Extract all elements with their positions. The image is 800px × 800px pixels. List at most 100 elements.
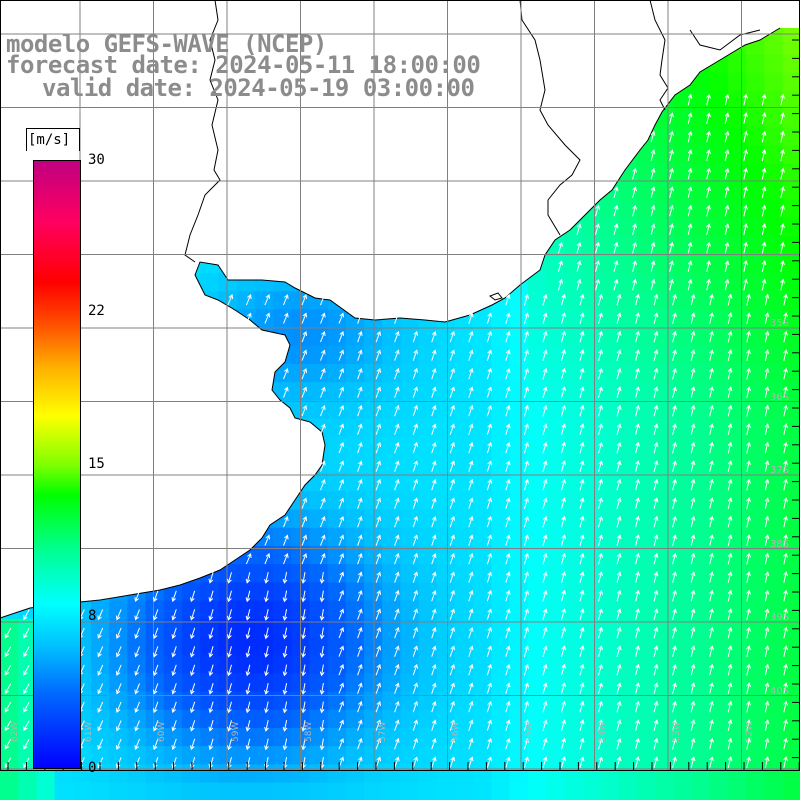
wind-arrow [783, 312, 788, 325]
river-border [184, 0, 221, 263]
wind-arrow [706, 260, 711, 272]
wind-cell [582, 691, 602, 711]
wind-arrow [743, 186, 748, 199]
wind-arrow [560, 386, 566, 398]
wind-cell [91, 655, 110, 674]
wind-cell [782, 345, 800, 365]
wind-cell [18, 782, 37, 800]
wind-arrow [468, 478, 474, 491]
wind-arrow [301, 627, 306, 640]
wind-cell [364, 455, 383, 474]
wind-cell [746, 655, 765, 674]
wind-arrow [764, 719, 770, 732]
wind-cell [746, 163, 765, 183]
wind-cell [691, 691, 711, 711]
wind-arrow [338, 478, 345, 491]
wind-cell [436, 728, 456, 747]
wind-cell [764, 455, 784, 474]
wind-arrow [338, 663, 345, 676]
wind-cell [782, 91, 800, 110]
wind-arrow [542, 552, 548, 565]
wind-cell [728, 400, 747, 420]
wind-arrow [653, 737, 659, 750]
wind-cell [127, 709, 147, 729]
wind-cell [182, 709, 201, 729]
wind-arrow [357, 608, 363, 620]
wind-arrow [412, 756, 419, 768]
wind-arrow [505, 589, 511, 602]
wind-cell [236, 291, 256, 310]
wind-arrow [579, 497, 585, 509]
wind-arrow [338, 608, 345, 620]
wind-cell [400, 400, 420, 420]
wind-arrow [560, 552, 566, 565]
wind-arrow [357, 756, 363, 768]
wind-cell [673, 564, 693, 583]
wind-arrow [783, 478, 788, 491]
wind-arrow [560, 404, 566, 417]
wind-cell [527, 400, 547, 420]
wind-arrow [486, 737, 492, 750]
wind-arrow [724, 130, 730, 143]
wind-arrow [579, 645, 585, 657]
wind-arrow [468, 460, 474, 472]
wind-arrow [152, 738, 159, 751]
wind-cell [418, 345, 438, 365]
wind-arrow [264, 645, 269, 658]
wind-cell [782, 72, 800, 92]
wind-arrow [431, 571, 437, 583]
wind-arrow [672, 682, 677, 694]
wind-cell [18, 746, 37, 765]
wind-cell [546, 746, 565, 765]
wind-cell [673, 728, 693, 747]
wind-arrow [672, 293, 677, 306]
wind-arrow [394, 645, 400, 657]
wind-cell [746, 182, 765, 201]
wind-arrow [282, 590, 288, 603]
wind-cell [709, 163, 729, 183]
wind-cell [91, 746, 110, 765]
wind-cell [91, 637, 110, 656]
wind-arrow [282, 720, 288, 732]
wind-cell [764, 691, 784, 711]
wind-cell [309, 400, 329, 420]
wind-arrow [598, 478, 603, 491]
wind-arrow [301, 552, 308, 565]
wind-arrow [412, 497, 419, 509]
wind-arrow [357, 571, 363, 583]
wind-arrow [727, 312, 733, 325]
wind-cell [637, 254, 656, 274]
wind-arrow [227, 627, 232, 640]
wind-arrow [635, 719, 640, 731]
wind-cell [655, 673, 674, 693]
wind-cell [254, 582, 274, 602]
wind-cell [637, 673, 656, 693]
wind-cell [618, 455, 638, 474]
wind-cell [163, 673, 183, 693]
wind-arrow [486, 367, 492, 380]
wind-cell [673, 91, 693, 110]
wind-cell [746, 546, 765, 565]
wind-cell [127, 637, 147, 656]
wind-cell [746, 364, 765, 383]
wind-arrow [687, 112, 693, 124]
wind-arrow [338, 700, 345, 713]
wind-arrow [635, 367, 640, 380]
wind-cell [673, 254, 693, 274]
wind-cell [145, 655, 165, 674]
wind-arrow [709, 571, 714, 583]
wind-arrow [134, 738, 140, 751]
wind-cell [782, 364, 800, 383]
wind-cell [345, 746, 365, 765]
wind-cell [600, 418, 620, 438]
wind-cell [728, 254, 747, 274]
wind-arrow [672, 423, 677, 435]
wind-arrow [264, 312, 271, 324]
wind-cell [163, 746, 183, 765]
wind-cell [218, 728, 238, 747]
wind-arrow [449, 441, 455, 454]
wind-cell [618, 600, 638, 620]
wind-cell [236, 655, 256, 674]
wind-cell [673, 182, 693, 201]
wind-cell [254, 709, 274, 729]
